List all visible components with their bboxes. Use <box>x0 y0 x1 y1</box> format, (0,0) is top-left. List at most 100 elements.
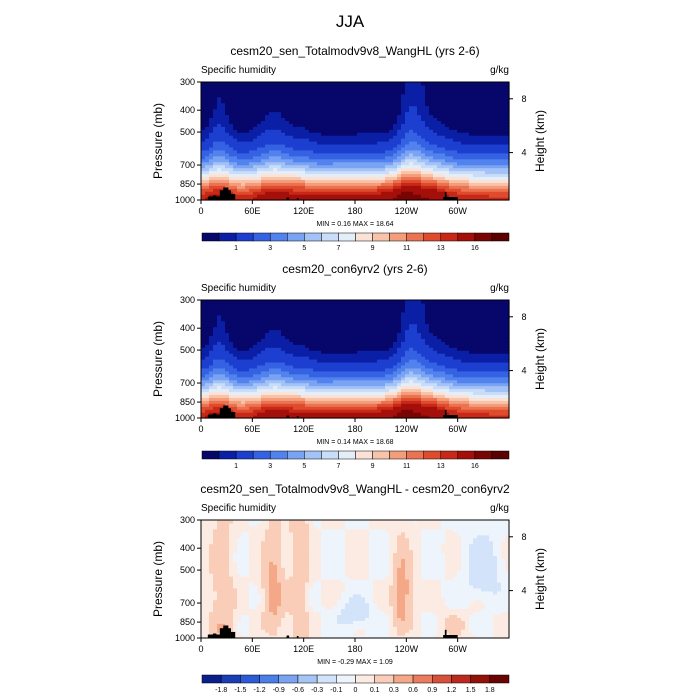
contour-cell <box>309 367 314 372</box>
contour-cell <box>485 361 490 366</box>
contour-cell <box>277 120 282 124</box>
contour-cell <box>489 388 494 393</box>
contour-cell <box>453 394 458 398</box>
contour-cell <box>361 353 366 357</box>
contour-cell <box>337 138 342 142</box>
contour-cell <box>489 173 494 177</box>
contour-cell <box>281 406 286 410</box>
contour-cell <box>313 197 318 201</box>
contour-cell <box>361 194 366 198</box>
contour-cell <box>201 143 206 148</box>
contour-cell <box>325 176 330 180</box>
contour-cell <box>397 194 402 198</box>
contour-cell <box>353 415 358 419</box>
contour-cell <box>501 182 506 186</box>
contour-cell <box>389 149 394 154</box>
contour-cell <box>457 126 462 130</box>
contour-cell <box>257 90 262 95</box>
contour-cell <box>289 379 294 384</box>
contour-cell <box>221 367 226 372</box>
contour-cell <box>493 120 498 124</box>
contour-cell <box>297 108 302 113</box>
contour-cell <box>353 135 358 139</box>
contour-cell <box>421 353 426 357</box>
contour-cell <box>465 176 470 180</box>
contour-cell <box>257 167 262 172</box>
contour-cell <box>345 87 350 92</box>
contour-cell <box>481 385 486 390</box>
colorbar-swatch <box>304 232 322 242</box>
contour-cell <box>221 108 226 113</box>
contour-cell <box>381 197 386 201</box>
contour-cell <box>385 182 390 186</box>
contour-cell <box>317 155 322 160</box>
contour-cell <box>281 158 286 163</box>
contour-cell <box>257 403 262 407</box>
contour-cell <box>413 123 418 127</box>
contour-cell <box>461 141 466 145</box>
contour-cell <box>401 161 406 166</box>
contour-cell <box>253 376 258 381</box>
contour-cell <box>205 176 210 180</box>
contour-cell <box>333 394 338 398</box>
contour-cell <box>345 367 350 372</box>
contour-cell <box>321 87 326 92</box>
contour-cell <box>201 141 206 145</box>
contour-cell <box>345 82 350 86</box>
contour-cell <box>253 403 258 407</box>
contour-cell <box>225 179 230 183</box>
contour-cell <box>341 84 346 89</box>
contour-cell <box>409 164 414 169</box>
contour-cell <box>461 93 466 98</box>
contour-cell <box>425 138 430 142</box>
contour-cell <box>241 370 246 375</box>
contour-cell <box>265 132 270 136</box>
contour-cell <box>317 158 322 163</box>
contour-cell <box>497 90 502 95</box>
contour-cell <box>381 403 386 407</box>
contour-cell <box>389 415 394 419</box>
contour-cell <box>241 406 246 410</box>
contour-cell <box>501 373 506 378</box>
contour-cell <box>505 132 510 136</box>
contour-cell <box>249 394 254 398</box>
contour-cell <box>329 161 334 166</box>
contour-cell <box>333 388 338 393</box>
contour-cell <box>333 123 338 127</box>
contour-cell <box>337 185 342 189</box>
contour-cell <box>505 385 510 390</box>
contour-cell <box>329 367 334 372</box>
contour-cell <box>233 191 238 195</box>
contour-cell <box>421 188 426 192</box>
contour-cell <box>321 385 326 390</box>
contour-cell <box>345 197 350 201</box>
contour-cell <box>397 82 402 86</box>
contour-cell <box>365 111 370 116</box>
contour-cell <box>233 135 238 139</box>
contour-cell <box>489 129 494 133</box>
contour-cell <box>453 167 458 172</box>
contour-cell <box>297 141 302 145</box>
contour-cell <box>397 185 402 189</box>
contour-cell <box>333 359 338 363</box>
contour-cell <box>365 138 370 142</box>
contour-cell <box>277 367 282 372</box>
contour-cell <box>249 129 254 133</box>
contour-cell <box>401 185 406 189</box>
contour-cell <box>209 373 214 378</box>
contour-cell <box>309 359 314 363</box>
contour-cell <box>265 400 270 404</box>
contour-cell <box>421 194 426 198</box>
contour-cell <box>285 385 290 390</box>
contour-cell <box>357 143 362 148</box>
contour-cell <box>201 400 206 404</box>
contour-cell <box>421 182 426 186</box>
contour-cell <box>429 385 434 390</box>
contour-cell <box>261 155 266 160</box>
contour-cell <box>349 102 354 107</box>
contour-cell <box>477 161 482 166</box>
contour-cell <box>245 126 250 130</box>
contour-cell <box>345 132 350 136</box>
contour-cell <box>321 367 326 372</box>
contour-cell <box>249 126 254 130</box>
